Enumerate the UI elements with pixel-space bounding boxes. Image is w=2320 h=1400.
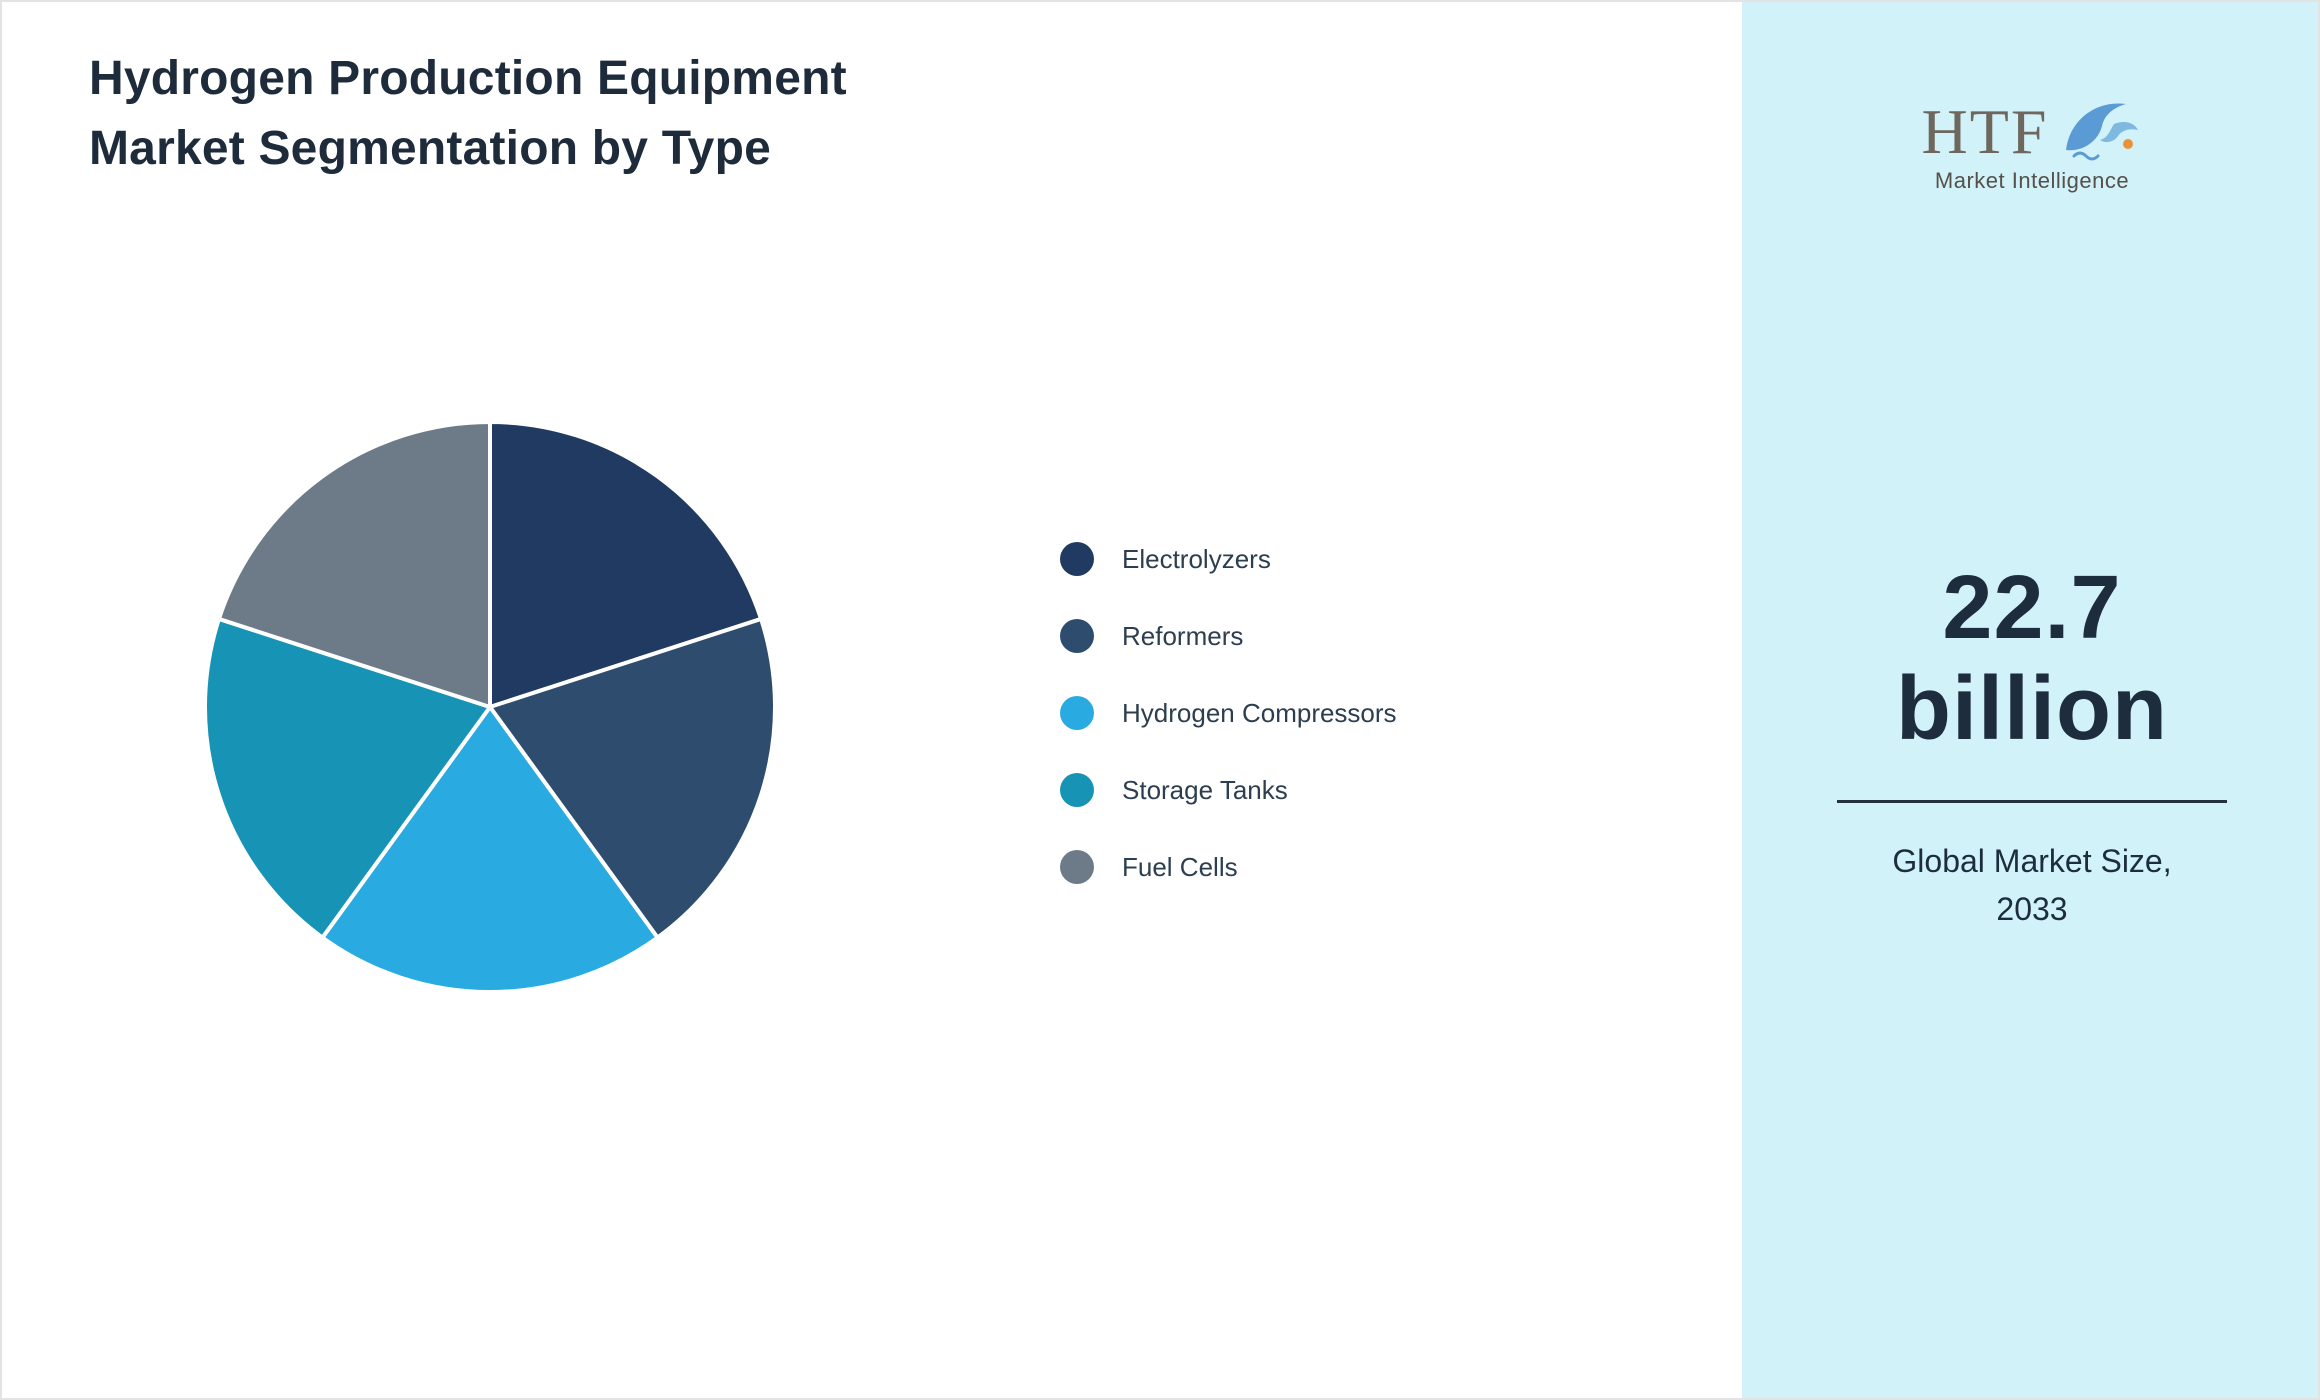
htf-logo: HTF Market Intelligence bbox=[1742, 94, 2318, 194]
caption-line2: 2033 bbox=[1996, 890, 2068, 927]
legend-color-dot bbox=[1060, 850, 1094, 884]
legend-color-dot bbox=[1060, 696, 1094, 730]
legend-color-dot bbox=[1060, 542, 1094, 576]
legend-color-dot bbox=[1060, 619, 1094, 653]
market-size-block: 22.7 billion Global Market Size, 2033 bbox=[1742, 558, 2318, 933]
sidebar: HTF Market Intelligence 22.7 billion Glo… bbox=[1742, 2, 2318, 1398]
legend-label: Hydrogen Compressors bbox=[1122, 697, 1397, 728]
caption-line1: Global Market Size, bbox=[1892, 842, 2172, 879]
market-size-caption: Global Market Size, 2033 bbox=[1742, 837, 2318, 933]
page-title-line2: Market Segmentation by Type bbox=[89, 121, 771, 175]
market-size-unit: billion bbox=[1896, 658, 2168, 759]
chart-section: Hydrogen Production Equipment Market Seg… bbox=[2, 2, 1742, 1398]
page-title: Hydrogen Production Equipment Market Seg… bbox=[89, 44, 847, 183]
pie-slice-storage-tanks bbox=[203, 616, 492, 940]
legend-label: Electrolyzers bbox=[1122, 543, 1271, 574]
chart-legend: Electrolyzers Reformers Hydrogen Compresso… bbox=[1060, 542, 1397, 927]
legend-label: Storage Tanks bbox=[1122, 774, 1288, 805]
pie-slice-fuel-cells bbox=[216, 420, 492, 709]
legend-label: Fuel Cells bbox=[1122, 851, 1238, 882]
legend-item-electrolyzers: Electrolyzers bbox=[1060, 542, 1397, 576]
legend-item-reformers: Reformers bbox=[1060, 619, 1397, 653]
legend-item-fuel-cells: Fuel Cells bbox=[1060, 850, 1397, 884]
legend-item-hydrogen-compressors: Hydrogen Compressors bbox=[1060, 696, 1397, 730]
page-title-line1: Hydrogen Production Equipment bbox=[89, 52, 847, 105]
dolphin-icon bbox=[2054, 94, 2142, 164]
logo-text: HTF bbox=[1921, 96, 2049, 167]
legend-label: Reformers bbox=[1122, 620, 1244, 651]
pie-slice-electrolyzers bbox=[488, 420, 764, 709]
pie-chart bbox=[203, 420, 777, 995]
logo-subtext: Market Intelligence bbox=[1934, 168, 2130, 193]
market-size-value: 22.7 bbox=[1942, 558, 2122, 658]
divider-line bbox=[1837, 799, 2227, 803]
legend-item-storage-tanks: Storage Tanks bbox=[1060, 773, 1397, 807]
pie-slice-hydrogen-compressors bbox=[320, 705, 660, 995]
pie-slice-reformers bbox=[488, 616, 777, 940]
legend-color-dot bbox=[1060, 773, 1094, 807]
